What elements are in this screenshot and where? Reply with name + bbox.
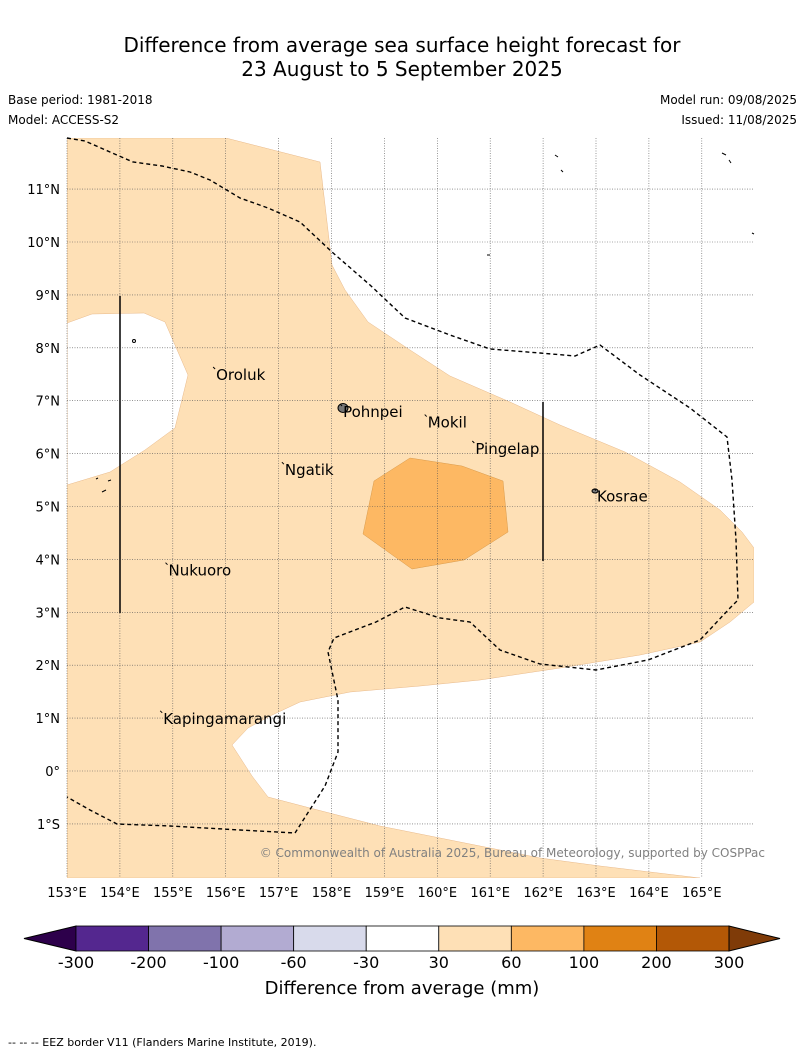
colorbar-swatch xyxy=(293,925,367,952)
place-marker xyxy=(281,461,285,465)
colorbar-tick-label: -100 xyxy=(202,953,240,972)
place-marker xyxy=(424,414,428,417)
colorbar-swatch xyxy=(365,925,440,952)
lon-tick-label: 161°E xyxy=(470,886,510,901)
lon-tick-label: 164°E xyxy=(629,886,669,901)
small-island xyxy=(132,339,136,343)
lat-tick-label: 4°N xyxy=(36,553,61,568)
eez-border-north xyxy=(66,137,739,834)
lon-tick-label: 156°E xyxy=(206,886,246,901)
anomaly-region-60-100 xyxy=(362,457,509,570)
lon-tick-label: 163°E xyxy=(576,886,616,901)
lon-tick-label: 160°E xyxy=(418,886,458,901)
colorbar-swatch xyxy=(583,925,657,952)
colorbar-swatch xyxy=(438,925,512,952)
eez-borders xyxy=(66,137,739,834)
model-run: Model run: 09/08/2025 xyxy=(659,93,797,107)
place-marker xyxy=(212,366,216,370)
place-label-pingelap: Pingelap xyxy=(475,440,539,458)
map-title-line2: 23 August to 5 September 2025 xyxy=(241,57,563,81)
place-label-ngatik: Ngatik xyxy=(285,461,334,479)
lon-tick-label: 162°E xyxy=(523,886,563,901)
colorbar-tick-label: -30 xyxy=(353,953,380,972)
colorbar-tick-label: 30 xyxy=(428,953,449,972)
place-label-pohnpei: Pohnpei xyxy=(343,403,403,421)
colorbar-title: Difference from average (mm) xyxy=(264,978,540,999)
lon-tick-label: 157°E xyxy=(259,886,299,901)
place-marker xyxy=(593,488,597,491)
colorbar-tick-label: -60 xyxy=(280,953,307,972)
place-label-oroluk: Oroluk xyxy=(216,366,265,384)
base-period: Base period: 1981-2018 xyxy=(8,93,153,107)
colorbar-swatch xyxy=(220,925,295,952)
lat-tick-label: 0° xyxy=(45,765,60,780)
colorbar xyxy=(23,925,781,952)
axis-labels: 11°N 10°N 9°N 8°N 7°N 6°N 5°N 4°N 3°N 2°N 1°N 0° 1°S… xyxy=(27,183,721,901)
footnote: -- -- -- EEZ border V11 (Flanders Marine… xyxy=(8,1036,317,1049)
lat-tick-label: 3°N xyxy=(36,606,61,621)
lat-tick-label: 6°N xyxy=(36,448,61,463)
map-plot-area xyxy=(67,138,754,878)
colorbar-tick-label: -200 xyxy=(130,953,167,972)
place-labels: Oroluk Pohnpei Mokil Pingelap Ngatik Kosrae Nu… xyxy=(159,366,648,728)
map-title-line1: Difference from average sea surface heig… xyxy=(123,33,681,57)
lat-tick-label: 10°N xyxy=(27,236,60,251)
atoll-marks xyxy=(95,152,755,493)
lat-tick-label: 1°S xyxy=(37,818,60,833)
lat-tick-label: 7°N xyxy=(36,395,61,410)
colorbar-swatch xyxy=(510,925,585,952)
lat-tick-label: 2°N xyxy=(36,659,61,674)
colorbar-tick-label: 60 xyxy=(501,953,522,972)
lon-tick-label: 155°E xyxy=(153,886,193,901)
lat-tick-label: 9°N xyxy=(36,289,61,304)
colorbar-swatch xyxy=(148,925,222,952)
colorbar-over-arrow xyxy=(728,925,781,952)
place-label-kapingamarangi: Kapingamarangi xyxy=(163,710,286,728)
issued-date: Issued: 11/08/2025 xyxy=(681,113,797,127)
place-marker xyxy=(339,403,343,407)
lat-tick-label: 11°N xyxy=(27,183,60,198)
lat-tick-label: 1°N xyxy=(36,712,61,727)
colorbar-tick-label: 300 xyxy=(713,953,745,972)
place-marker xyxy=(159,710,163,714)
lat-tick-label: 5°N xyxy=(36,501,61,516)
lon-tick-label: 154°E xyxy=(100,886,140,901)
colorbar-tick-label: 200 xyxy=(641,953,672,972)
lon-tick-label: 165°E xyxy=(682,886,722,901)
lon-tick-label: 153°E xyxy=(47,886,87,901)
lon-tick-label: 159°E xyxy=(365,886,405,901)
colorbar-swatch xyxy=(656,925,730,952)
place-marker xyxy=(165,562,168,566)
islands xyxy=(95,152,755,494)
lon-tick-label: 158°E xyxy=(312,886,352,901)
place-label-mokil: Mokil xyxy=(428,414,467,432)
model-name: Model: ACCESS-S2 xyxy=(8,113,120,127)
colorbar-swatch xyxy=(75,925,149,952)
colorbar-tick-label: 100 xyxy=(568,953,600,972)
colorbar-tick-label: -300 xyxy=(57,953,95,972)
copyright-credit: © Commonwealth of Australia 2025, Bureau… xyxy=(260,846,765,860)
pohnpei-island xyxy=(337,403,349,413)
lat-tick-label: 8°N xyxy=(36,342,61,357)
place-label-nukuoro: Nukuoro xyxy=(169,562,232,580)
place-marker xyxy=(471,440,475,444)
place-label-kosrae: Kosrae xyxy=(597,488,648,506)
colorbar-under-arrow xyxy=(23,925,77,952)
